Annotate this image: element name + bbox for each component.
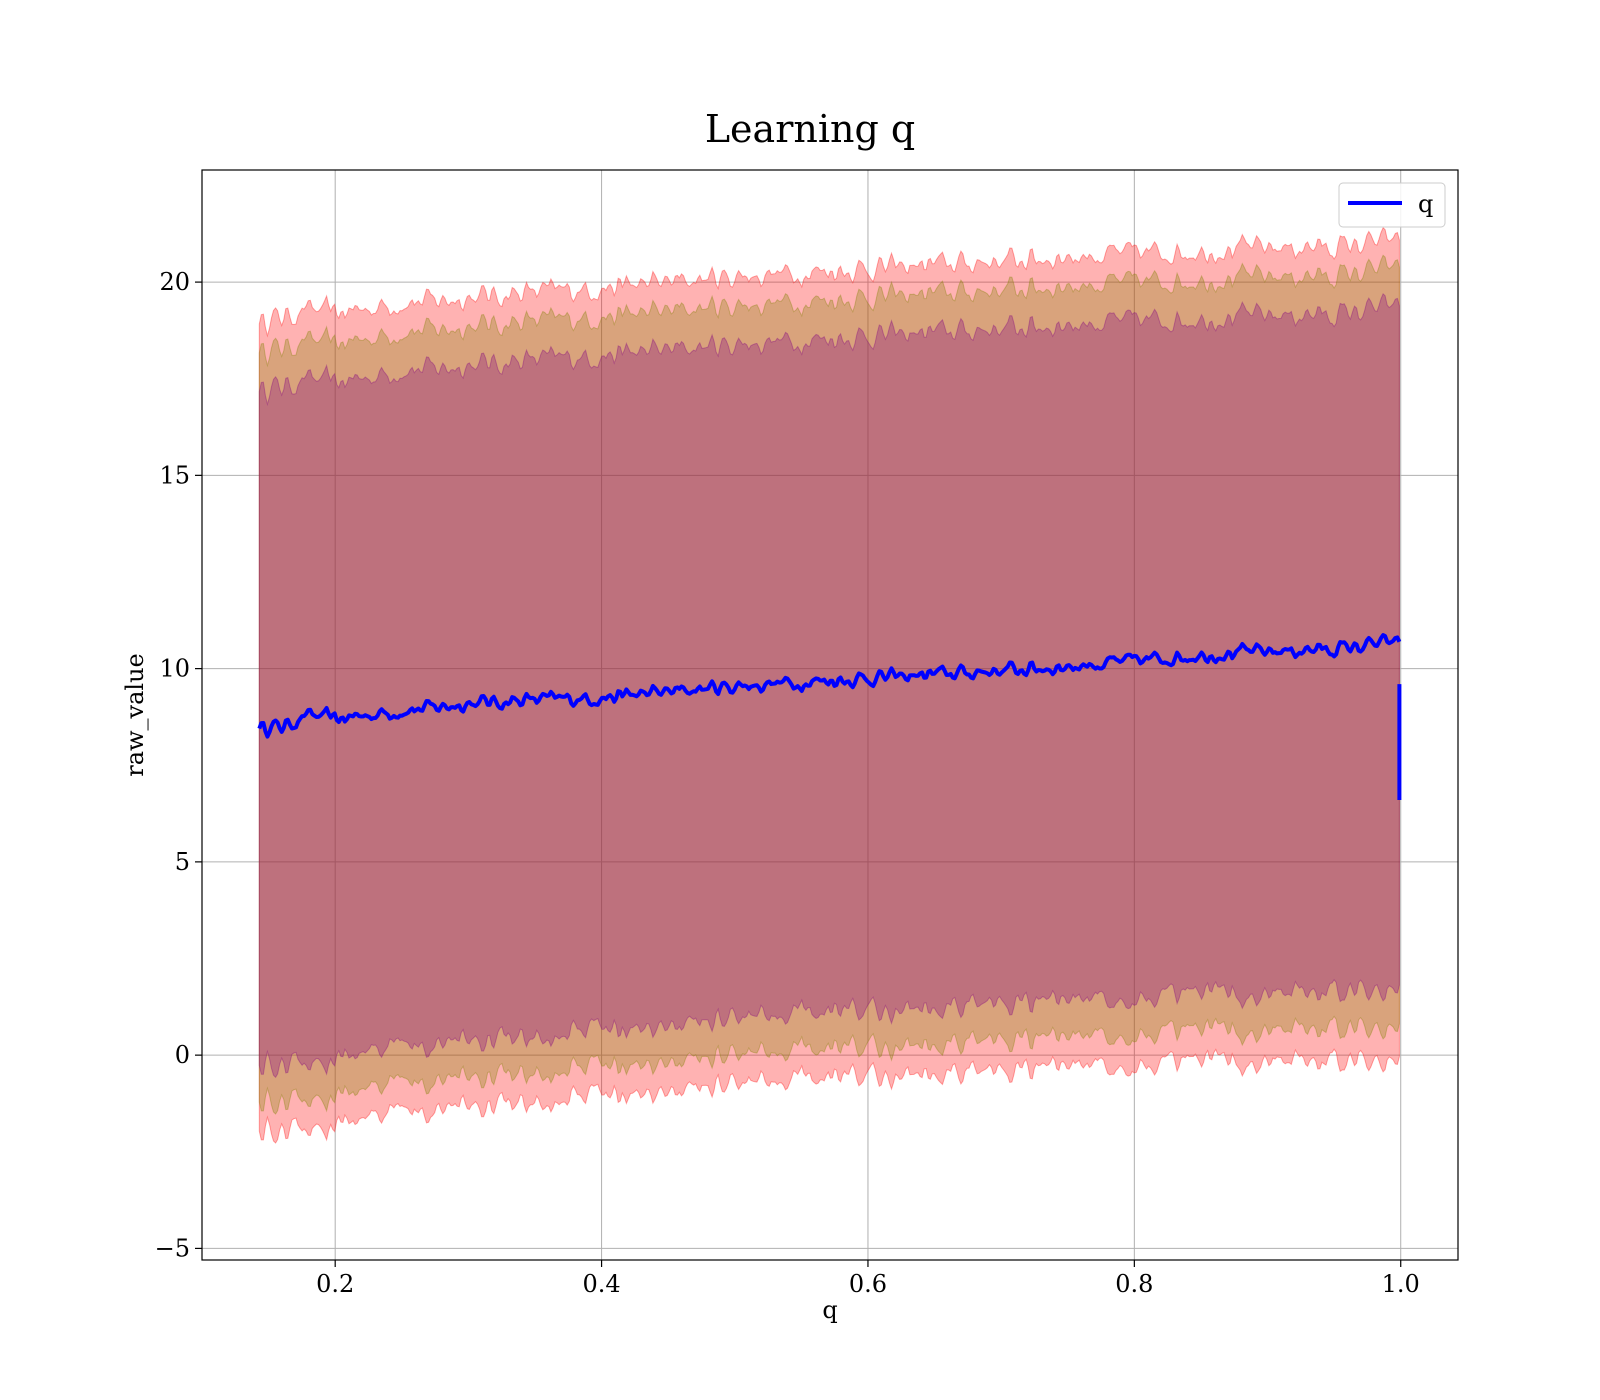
y-tick-label-3: 10 bbox=[159, 655, 190, 683]
y-axis-label: raw_value bbox=[121, 653, 149, 777]
y-tick-label-0: −5 bbox=[155, 1234, 190, 1262]
x-axis-ticks: 0.2 0.4 0.6 0.8 1.0 bbox=[316, 1260, 1420, 1298]
legend-label-q: q bbox=[1418, 190, 1433, 218]
q-series bbox=[257, 633, 1402, 801]
x-tick-label-4: 1.0 bbox=[1382, 1270, 1420, 1298]
x-tick-label-2: 0.6 bbox=[849, 1270, 887, 1298]
x-tick-label-3: 0.8 bbox=[1115, 1270, 1153, 1298]
y-axis-ticks: −5 0 5 10 15 20 bbox=[155, 268, 202, 1262]
series-line-q bbox=[257, 633, 1402, 739]
y-tick-label-2: 5 bbox=[175, 848, 190, 876]
y-tick-label-1: 0 bbox=[175, 1041, 190, 1069]
y-tick-label-4: 15 bbox=[159, 461, 190, 489]
x-tick-label-1: 0.4 bbox=[582, 1270, 620, 1298]
chart-title: Learning q bbox=[705, 107, 915, 151]
grid bbox=[202, 170, 1458, 1260]
y-tick-label-5: 20 bbox=[159, 268, 190, 296]
x-axis-label: q bbox=[822, 1296, 837, 1324]
legend: q bbox=[1338, 182, 1446, 228]
x-tick-label-0: 0.2 bbox=[316, 1270, 354, 1298]
plot-frame bbox=[201, 169, 1459, 1261]
